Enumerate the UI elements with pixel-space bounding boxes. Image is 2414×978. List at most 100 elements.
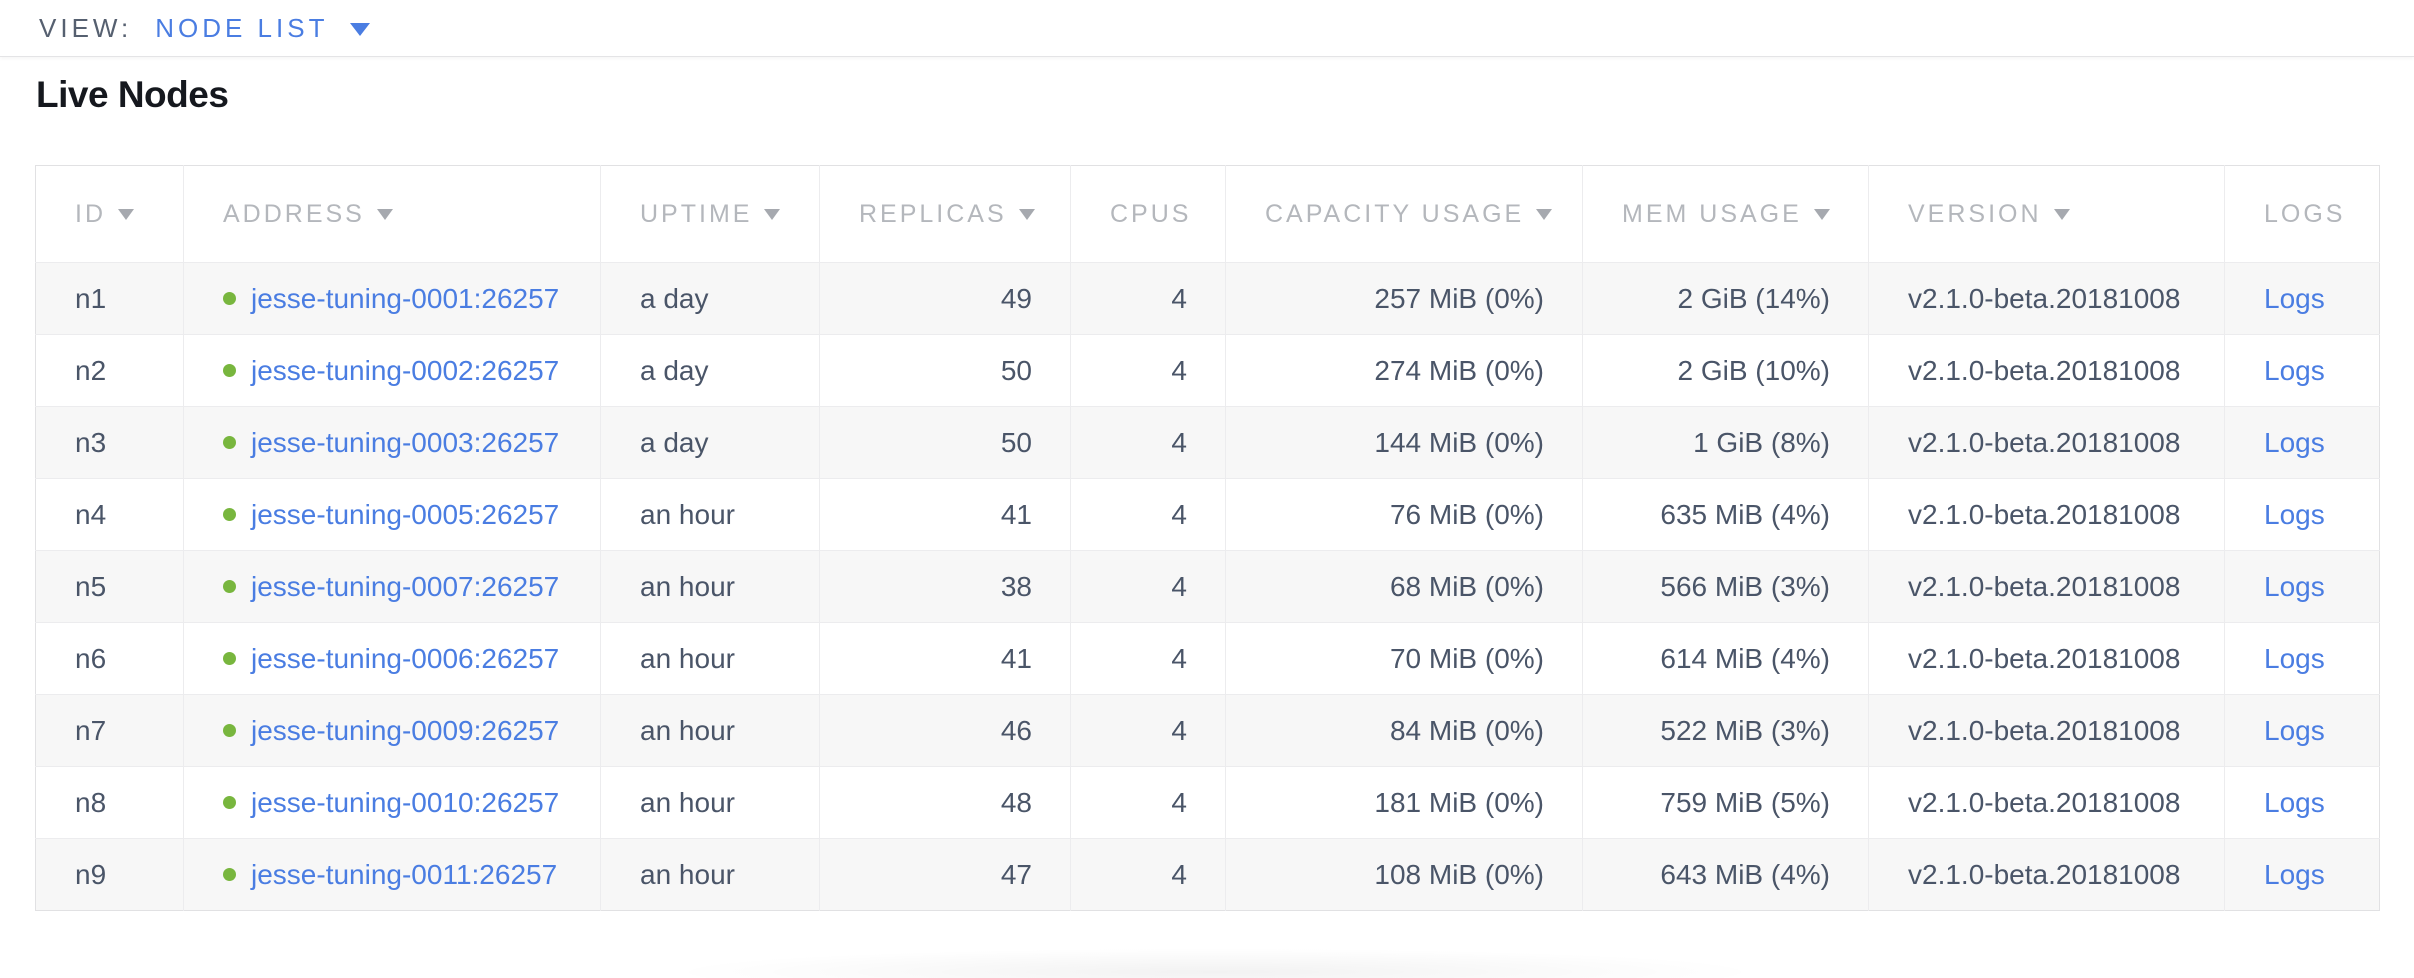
- address-cell: jesse-tuning-0006:26257: [223, 643, 562, 675]
- address-link[interactable]: jesse-tuning-0007:26257: [251, 570, 560, 602]
- logs-link[interactable]: Logs: [2264, 786, 2325, 818]
- cell-address: jesse-tuning-0011:26257: [183, 838, 601, 911]
- address-cell: jesse-tuning-0001:26257: [223, 283, 562, 315]
- cell-mem_usage: 643 MiB (4%): [1582, 838, 1869, 911]
- sort-desc-icon[interactable]: [1018, 209, 1035, 221]
- address-link[interactable]: jesse-tuning-0011:26257: [251, 858, 558, 890]
- cell-address: jesse-tuning-0005:26257: [183, 478, 601, 551]
- cell-logs: Logs: [2224, 262, 2380, 335]
- cell-mem_usage: 759 MiB (5%): [1582, 766, 1869, 839]
- node-row: n9 jesse-tuning-0011:26257 an hour 47 4 108 M…: [35, 838, 2380, 911]
- column-header-label: REPLICAS: [859, 199, 1007, 228]
- address-link[interactable]: jesse-tuning-0003:26257: [251, 426, 560, 458]
- cell-logs: Logs: [2224, 694, 2380, 767]
- cell-replicas: 49: [819, 262, 1071, 335]
- address-cell: jesse-tuning-0009:26257: [223, 715, 562, 747]
- column-header-version[interactable]: VERSION: [1868, 165, 2225, 263]
- column-header-label: LOGS: [2264, 199, 2346, 228]
- column-header-cpus: CPUS: [1070, 165, 1226, 263]
- logs-link[interactable]: Logs: [2264, 426, 2325, 458]
- column-header-address[interactable]: ADDRESS: [183, 165, 601, 263]
- view-label: VIEW:: [39, 12, 133, 43]
- column-header-replicas[interactable]: REPLICAS: [819, 165, 1071, 263]
- cell-id: n1: [35, 262, 184, 335]
- address-cell: jesse-tuning-0002:26257: [223, 355, 562, 387]
- cell-replicas: 48: [819, 766, 1071, 839]
- cell-cpus: 4: [1070, 478, 1226, 551]
- cell-mem_usage: 2 GiB (10%): [1582, 334, 1869, 407]
- view-select-dropdown[interactable]: NODE LIST: [155, 13, 371, 44]
- address-cell: jesse-tuning-0010:26257: [223, 787, 562, 819]
- sort-desc-icon[interactable]: [1536, 209, 1553, 221]
- column-header-label: MEM USAGE: [1622, 199, 1802, 228]
- logs-link[interactable]: Logs: [2264, 570, 2325, 602]
- cell-logs: Logs: [2224, 334, 2380, 407]
- logs-link[interactable]: Logs: [2264, 714, 2325, 746]
- column-header-uptime[interactable]: UPTIME: [600, 165, 820, 263]
- cell-id: n6: [35, 622, 184, 695]
- address-link[interactable]: jesse-tuning-0002:26257: [251, 354, 560, 386]
- node-row: n3 jesse-tuning-0003:26257 a day 50 4 144 MiB…: [35, 406, 2380, 479]
- cell-cpus: 4: [1070, 838, 1226, 911]
- logs-link[interactable]: Logs: [2264, 354, 2325, 386]
- node-row: n1 jesse-tuning-0001:26257 a day 49 4 257 MiB…: [35, 262, 2380, 335]
- cell-uptime: a day: [600, 406, 820, 479]
- column-header-id[interactable]: ID: [35, 165, 184, 263]
- column-header-mem_usage[interactable]: MEM USAGE: [1582, 165, 1869, 263]
- logs-link[interactable]: Logs: [2264, 642, 2325, 674]
- live-status-dot-icon: [223, 292, 236, 305]
- logs-link[interactable]: Logs: [2264, 282, 2325, 314]
- logs-link[interactable]: Logs: [2264, 858, 2325, 890]
- column-header-capacity_usage[interactable]: CAPACITY USAGE: [1225, 165, 1583, 263]
- cell-uptime: an hour: [600, 550, 820, 623]
- cell-uptime: an hour: [600, 694, 820, 767]
- cell-cpus: 4: [1070, 334, 1226, 407]
- address-link[interactable]: jesse-tuning-0001:26257: [251, 282, 560, 314]
- cell-replicas: 41: [819, 478, 1071, 551]
- cell-uptime: an hour: [600, 766, 820, 839]
- cell-mem_usage: 522 MiB (3%): [1582, 694, 1869, 767]
- cell-id: n9: [35, 838, 184, 911]
- cell-cpus: 4: [1070, 694, 1226, 767]
- cell-mem_usage: 1 GiB (8%): [1582, 406, 1869, 479]
- logs-link[interactable]: Logs: [2264, 498, 2325, 530]
- cell-logs: Logs: [2224, 478, 2380, 551]
- address-cell: jesse-tuning-0007:26257: [223, 571, 562, 603]
- address-link[interactable]: jesse-tuning-0005:26257: [251, 498, 560, 530]
- cell-replicas: 46: [819, 694, 1071, 767]
- sort-desc-icon[interactable]: [118, 209, 134, 221]
- sort-desc-icon[interactable]: [1813, 209, 1830, 221]
- column-header-label: UPTIME: [640, 199, 753, 228]
- cell-version: v2.1.0-beta.20181008: [1868, 694, 2225, 767]
- sort-desc-icon[interactable]: [376, 209, 393, 221]
- cell-uptime: an hour: [600, 478, 820, 551]
- cell-uptime: an hour: [600, 622, 820, 695]
- column-header-label: CAPACITY USAGE: [1265, 199, 1525, 228]
- column-header-label: CPUS: [1110, 199, 1192, 228]
- sort-desc-icon[interactable]: [764, 209, 781, 221]
- cell-id: n3: [35, 406, 184, 479]
- address-link[interactable]: jesse-tuning-0009:26257: [251, 714, 560, 746]
- cell-version: v2.1.0-beta.20181008: [1868, 550, 2225, 623]
- node-row: n5 jesse-tuning-0007:26257 an hour 38 4 68 Mi…: [35, 550, 2380, 623]
- cell-replicas: 50: [819, 406, 1071, 479]
- cell-logs: Logs: [2224, 406, 2380, 479]
- address-link[interactable]: jesse-tuning-0006:26257: [251, 642, 560, 674]
- node-row: n8 jesse-tuning-0010:26257 an hour 48 4 181 M…: [35, 766, 2380, 839]
- cell-cpus: 4: [1070, 406, 1226, 479]
- address-link[interactable]: jesse-tuning-0010:26257: [251, 786, 560, 818]
- cell-address: jesse-tuning-0007:26257: [183, 550, 601, 623]
- cell-address: jesse-tuning-0010:26257: [183, 766, 601, 839]
- cell-replicas: 47: [819, 838, 1071, 911]
- sort-desc-icon[interactable]: [2053, 209, 2070, 221]
- column-header-label: ID: [75, 199, 106, 228]
- caret-down-icon[interactable]: [350, 23, 371, 36]
- cell-capacity_usage: 144 MiB (0%): [1225, 406, 1583, 479]
- column-header-logs: LOGS: [2224, 165, 2380, 263]
- cell-address: jesse-tuning-0006:26257: [183, 622, 601, 695]
- cell-id: n4: [35, 478, 184, 551]
- cell-logs: Logs: [2224, 622, 2380, 695]
- cell-version: v2.1.0-beta.20181008: [1868, 766, 2225, 839]
- node-row: n4 jesse-tuning-0005:26257 an hour 41 4 76 Mi…: [35, 478, 2380, 551]
- cell-version: v2.1.0-beta.20181008: [1868, 478, 2225, 551]
